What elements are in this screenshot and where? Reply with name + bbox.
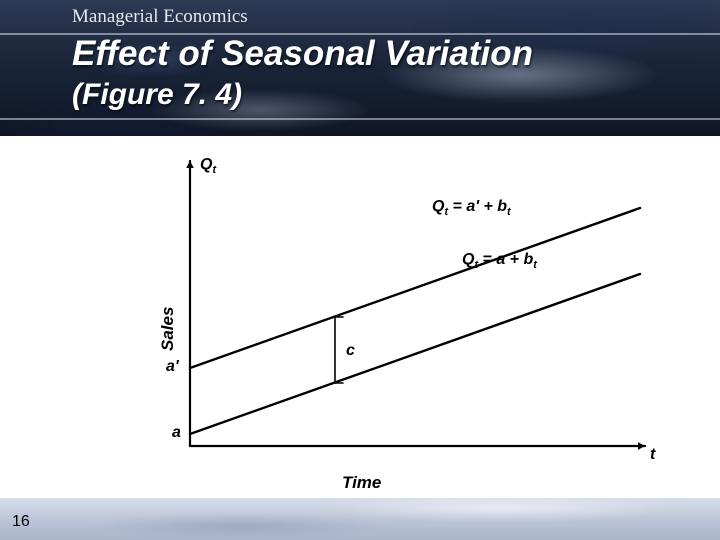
course-title: Managerial Economics [72, 6, 248, 28]
gap-c-label: c [346, 342, 355, 360]
footer-band [0, 498, 720, 540]
equation-lower-label: Qt = a + bt [462, 251, 537, 269]
slide: Managerial Economics Effect of Seasonal … [0, 0, 720, 540]
intercept-a-prime-label: a' [166, 358, 179, 376]
intercept-a-label: a [172, 424, 181, 442]
slide-title: Effect of Seasonal Variation [72, 34, 533, 74]
footer-texture [0, 498, 720, 540]
y-axis-top-label: Qt [200, 156, 216, 174]
equation-upper-label: Qt = a' + bt [432, 198, 511, 216]
header-band: Managerial Economics Effect of Seasonal … [0, 0, 720, 136]
slide-number: 16 [12, 513, 30, 531]
y-axis-label: Sales [158, 307, 178, 351]
x-axis-label: Time [342, 473, 381, 493]
slide-subtitle: (Figure 7. 4) [72, 78, 242, 112]
figure-area: Qt Qt = a' + bt Qt = a + bt a' a c t Tim… [0, 136, 720, 496]
figure-svg [0, 136, 720, 496]
t-axis-end-label: t [650, 446, 655, 464]
header-rule-lower [0, 118, 720, 120]
